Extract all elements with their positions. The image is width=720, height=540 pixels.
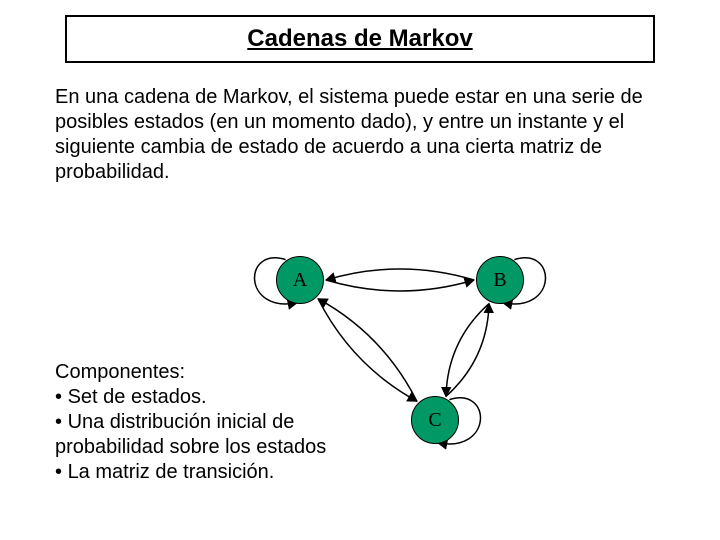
components-item-text: Una distribución inicial de probabilidad…	[55, 411, 326, 458]
page-title: Cadenas de Markov	[247, 25, 472, 53]
edge	[446, 304, 489, 397]
components-block: Componentes: • Set de estados. • Una dis…	[55, 360, 355, 485]
edge	[446, 304, 489, 397]
state-node-B: B	[476, 256, 524, 304]
components-heading: Componentes:	[55, 360, 355, 385]
components-item: • Una distribución inicial de probabilid…	[55, 410, 355, 460]
components-item: • Set de estados.	[55, 385, 355, 410]
title-frame: Cadenas de Markov	[65, 15, 655, 63]
edge	[326, 269, 474, 280]
state-node-A: A	[276, 256, 324, 304]
state-node-C: C	[411, 396, 459, 444]
components-item-text: Set de estados.	[68, 386, 207, 408]
edge	[326, 280, 474, 291]
intro-paragraph: En una cadena de Markov, el sistema pued…	[55, 85, 665, 185]
components-item: • La matriz de transición.	[55, 460, 355, 485]
components-item-text: La matriz de transición.	[68, 461, 275, 483]
